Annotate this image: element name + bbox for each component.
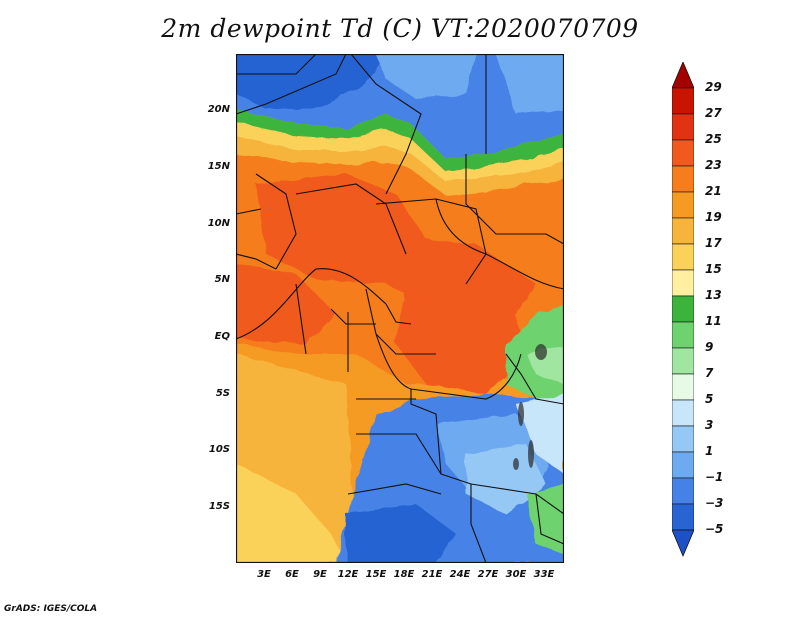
- lon-label: 18E: [393, 569, 415, 580]
- lon-label: 21E: [421, 569, 443, 580]
- colorbar-segment: [671, 269, 695, 297]
- colorbar-segment: [671, 113, 695, 141]
- lat-label: 20N: [207, 104, 230, 115]
- field-far-sw: [236, 464, 346, 563]
- colorbar-label: −1: [705, 470, 724, 484]
- colorbar-label: 15: [705, 262, 722, 276]
- lat-label: 15S: [208, 501, 230, 512]
- colorbar-label: 9: [705, 340, 714, 354]
- lon-label: 24E: [449, 569, 471, 580]
- lat-label: 5N: [214, 274, 230, 285]
- colorbar-label: 23: [705, 158, 722, 172]
- country-borders: [236, 54, 564, 563]
- field-sahel-edge: [236, 109, 564, 172]
- colorbar-label: 17: [705, 236, 722, 250]
- colorbar-label: 27: [705, 106, 722, 120]
- dewpoint-map: [236, 54, 564, 563]
- colorbar-segment: [671, 451, 695, 479]
- lon-label: 3E: [257, 569, 271, 580]
- lon-label: 9E: [313, 569, 327, 580]
- colorbar-label: −5: [705, 522, 724, 536]
- colorbar-cap-bottom: [671, 529, 695, 558]
- lon-label: 6E: [285, 569, 299, 580]
- colorbar-segment: [671, 87, 695, 115]
- colorbar-segment: [671, 321, 695, 349]
- colorbar-segment: [671, 165, 695, 193]
- colorbar: [671, 60, 695, 558]
- colorbar-segment: [671, 139, 695, 167]
- colorbar-segment: [671, 295, 695, 323]
- colorbar-label: 19: [705, 210, 722, 224]
- colorbar-label: −3: [705, 496, 724, 510]
- colorbar-label: 7: [705, 366, 714, 380]
- colorbar-segment: [671, 217, 695, 245]
- lat-label: 5S: [215, 388, 230, 399]
- colorbar-segment: [671, 373, 695, 401]
- colorbar-segment: [671, 191, 695, 219]
- map-title: 2m dewpoint Td (C) VT:2020070709: [161, 14, 639, 43]
- colorbar-segment: [671, 399, 695, 427]
- lat-label: 15N: [207, 161, 230, 172]
- colorbar-label: 21: [705, 184, 722, 198]
- lon-label: 12E: [337, 569, 359, 580]
- field-core-gulf: [236, 264, 336, 344]
- colorbar-segment: [671, 477, 695, 505]
- colorbar-segment: [671, 243, 695, 271]
- colorbar-segment: [671, 503, 695, 531]
- colorbar-label: 1: [705, 444, 714, 458]
- colorbar-label: 5: [705, 392, 714, 406]
- map-frame: [236, 54, 564, 563]
- field-core-congo: [396, 284, 526, 394]
- lon-label: 27E: [477, 569, 499, 580]
- colorbar-label: 29: [705, 80, 722, 94]
- lat-label: 10S: [208, 444, 230, 455]
- colorbar-cap-top: [671, 60, 695, 89]
- colorbar-label: 3: [705, 418, 714, 432]
- lon-label: 33E: [533, 569, 555, 580]
- lon-label: 30E: [505, 569, 527, 580]
- lat-label: 10N: [207, 218, 230, 229]
- credit-text: GrADS: IGES/COLA: [4, 604, 98, 614]
- colorbar-label: 13: [705, 288, 722, 302]
- lat-label: EQ: [214, 331, 230, 342]
- colorbar-segment: [671, 347, 695, 375]
- lon-label: 15E: [365, 569, 387, 580]
- colorbar-label: 11: [705, 314, 722, 328]
- colorbar-segment: [671, 425, 695, 453]
- colorbar-label: 25: [705, 132, 722, 146]
